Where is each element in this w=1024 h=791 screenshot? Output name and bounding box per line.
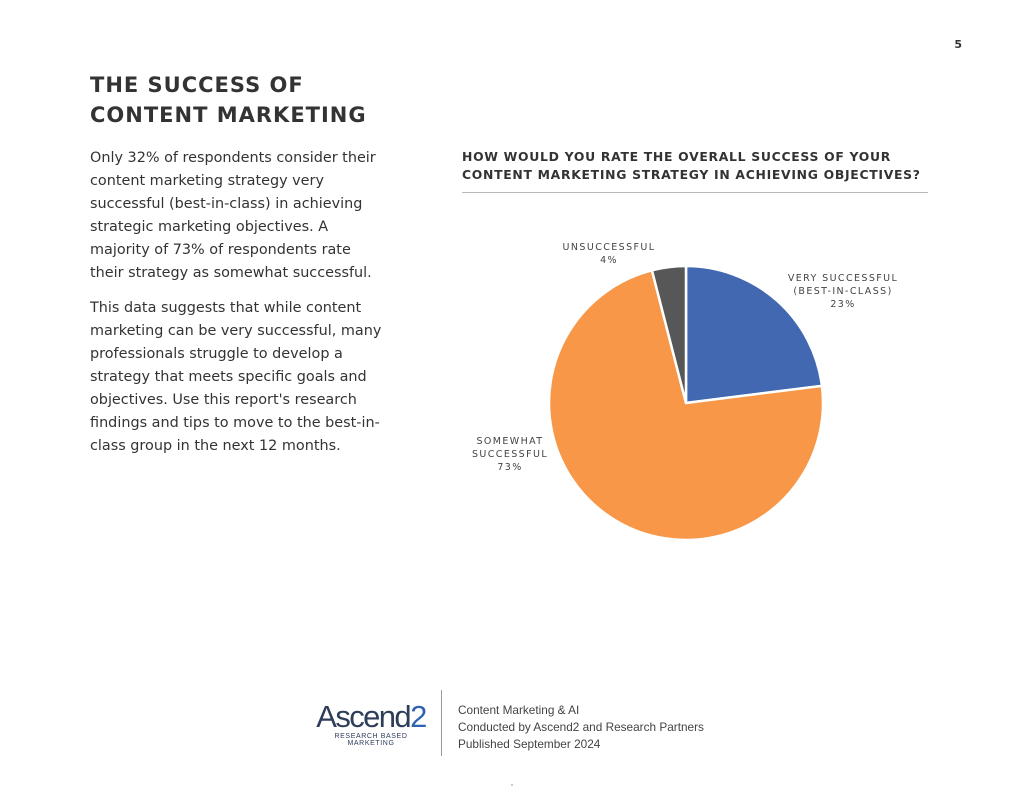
logo-main: Ascend — [316, 699, 411, 734]
pie-slice-3 — [650, 264, 688, 405]
pie-slice-1 — [684, 264, 824, 405]
pie-label-1: VERY SUCCESSFUL (BEST-IN-CLASS) 23% — [788, 273, 898, 310]
logo-accent: 2 — [410, 699, 427, 734]
body-paragraph-1: Only 32% of respondents consider their c… — [90, 150, 376, 281]
footer-info: Content Marketing & AI Conducted by Asce… — [458, 702, 704, 753]
page-title-line-2: CONTENT MARKETING — [90, 103, 367, 127]
page-title: THE SUCCESS OF CONTENT MARKETING — [90, 70, 410, 130]
footer-dot — [511, 784, 513, 786]
pie-value-label: 4% — [600, 255, 618, 266]
footer-divider — [441, 690, 442, 756]
pie-value-label: 23% — [830, 299, 855, 310]
pie-category-label: UNSUCCESSFUL — [563, 242, 656, 253]
footer-published: Published September 2024 — [458, 737, 601, 751]
pie-value-label: 73% — [497, 462, 522, 473]
footer-conducted-by: Conducted by Ascend2 and Research Partne… — [458, 720, 704, 734]
pie-category-label: (BEST-IN-CLASS) — [793, 286, 892, 297]
page-number: 5 — [954, 38, 962, 51]
body-text: Only 32% of respondents consider their c… — [90, 147, 388, 470]
chart-title: HOW WOULD YOU RATE THE OVERALL SUCCESS O… — [462, 149, 921, 182]
pie-label-2: SOMEWHAT SUCCESSFUL 73% — [472, 436, 548, 473]
page-title-line-1: THE SUCCESS OF — [90, 73, 304, 97]
body-paragraph-2: This data suggests that while content ma… — [90, 300, 382, 454]
logo-tagline: RESEARCH BASED MARKETING — [334, 733, 408, 747]
logo-wordmark: Ascend2 — [312, 700, 430, 733]
pie-chart: VERY SUCCESSFUL (BEST-IN-CLASS) 23% SOMEWHA… — [472, 242, 898, 542]
pie-category-label: VERY SUCCESSFUL — [788, 273, 898, 284]
chart-title-rule — [462, 192, 928, 193]
ascend2-logo: Ascend2 RESEARCH BASED MARKETING — [312, 700, 430, 747]
pie-label-3: UNSUCCESSFUL 4% — [563, 242, 656, 266]
pie-slice-2 — [547, 269, 825, 542]
pie-category-label: SUCCESSFUL — [472, 449, 548, 460]
pie-category-label: SOMEWHAT — [476, 436, 543, 447]
footer-report-title: Content Marketing & AI — [458, 703, 580, 717]
